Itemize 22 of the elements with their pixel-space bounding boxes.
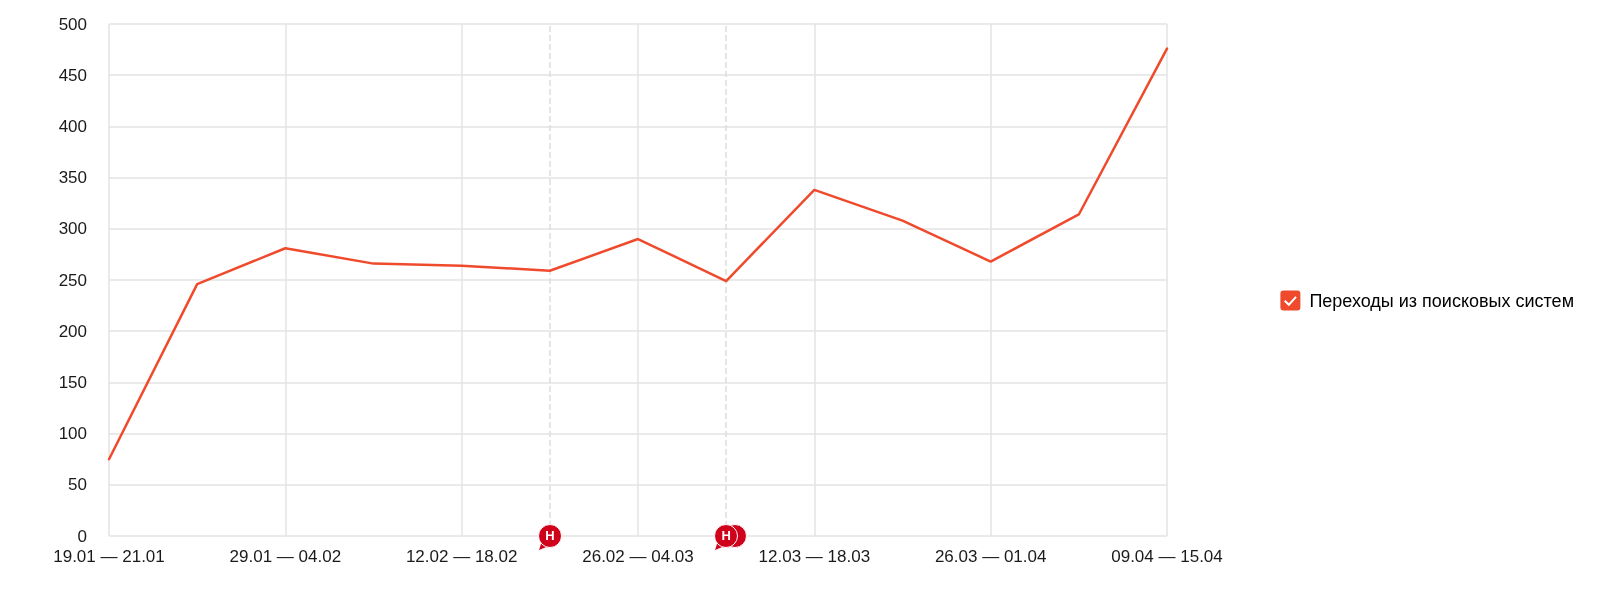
y-tick-label: 450 [58,65,87,85]
x-tick-label: 26.03 — 01.04 [934,547,1047,566]
x-tick-label: 29.01 — 04.02 [229,547,342,566]
x-tick-label: 09.04 — 15.04 [1111,547,1223,566]
x-tick-label: 19.01 — 21.01 [53,547,165,566]
legend-label: Переходы из поисковых систем [1309,290,1574,311]
y-tick-label: 100 [58,424,87,444]
y-tick-label: 500 [58,14,87,34]
x-tick-label: 12.02 — 18.02 [405,547,518,566]
y-tick-label: 350 [58,168,87,188]
y-tick-label: 250 [58,270,87,290]
x-tick-label: 26.02 — 04.03 [582,547,694,566]
y-tick-label: 150 [58,372,87,392]
y-tick-label: 0 [77,526,87,546]
annotation: Н [720,528,732,544]
line-series [107,47,1169,461]
y-tick-label: 300 [58,219,87,239]
y-tick-label: 200 [58,321,87,341]
x-tick-label: 12.03 — 18.03 [758,547,871,566]
annotation: Н [544,528,556,544]
y-tick-label: 50 [68,475,87,495]
y-tick-label: 400 [58,116,87,136]
